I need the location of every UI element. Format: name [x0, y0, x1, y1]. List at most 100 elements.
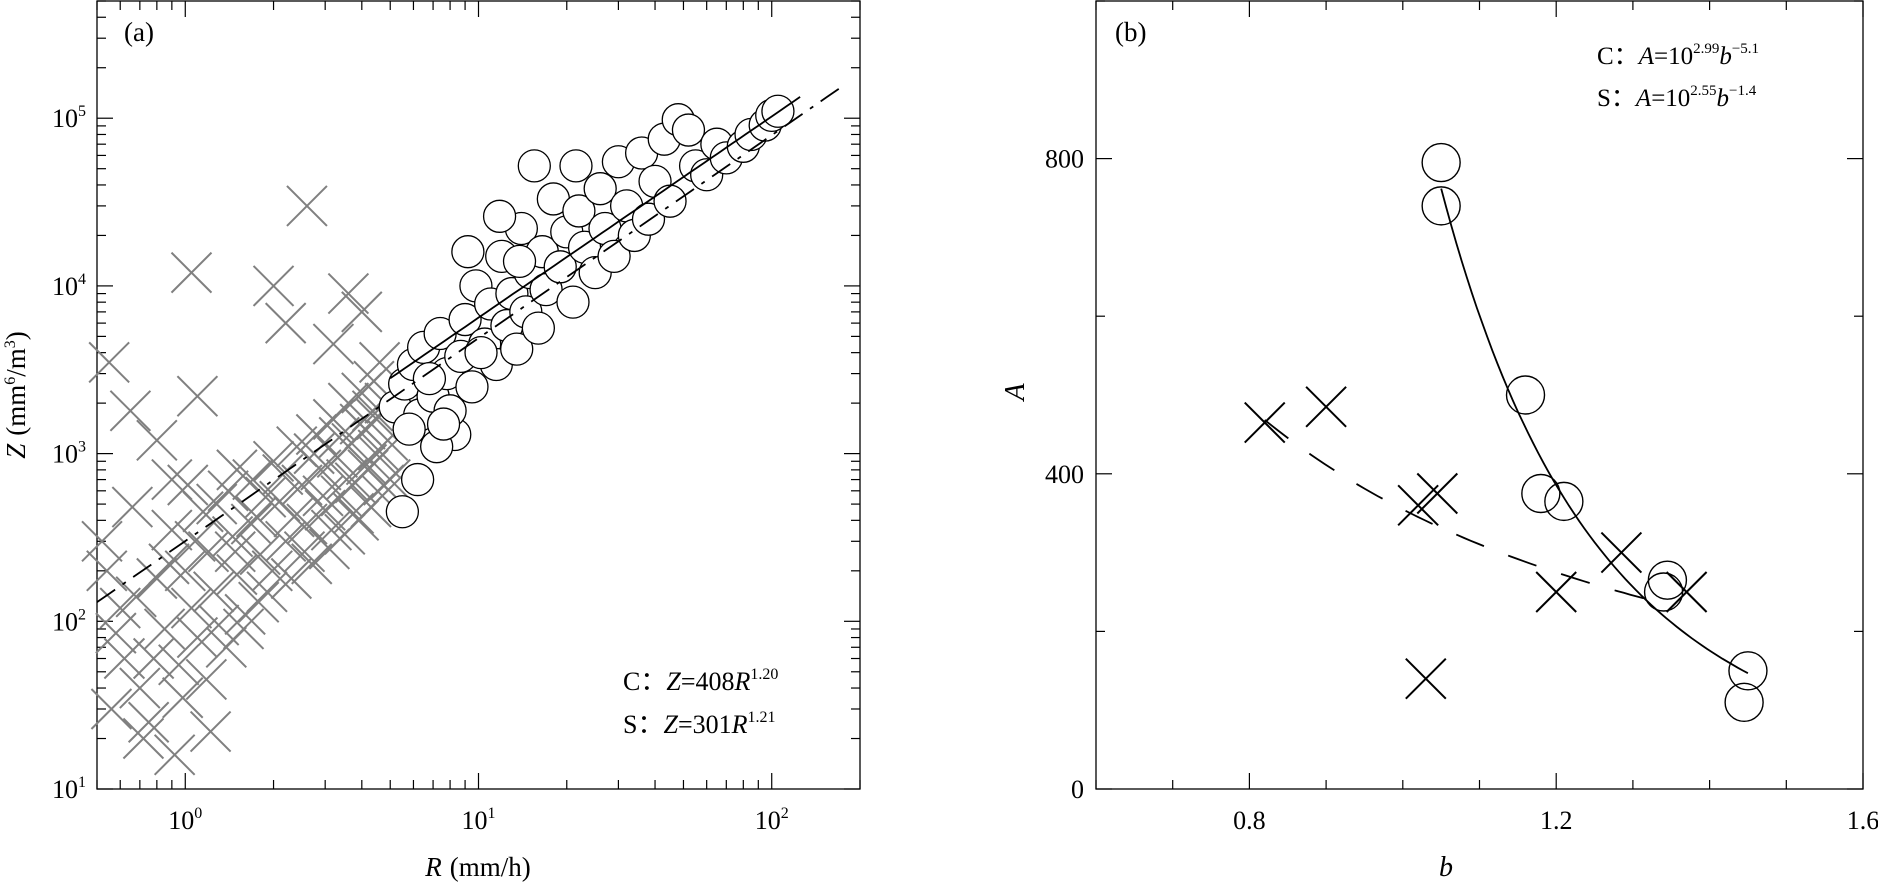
s-cross-stroke-a: [90, 688, 133, 730]
s-cross-stroke-a: [237, 581, 280, 623]
s-cross-point-b: [1600, 531, 1643, 574]
s-cross-point-b: [1665, 571, 1708, 613]
s-cross-point-a: [325, 458, 368, 501]
s-cross-point-a: [86, 550, 128, 592]
panel-label-b: (b): [1115, 17, 1146, 47]
c-circle-point-a: [451, 235, 485, 269]
s-cross-stroke-b: [1305, 386, 1347, 428]
c-circle-point-b: [1421, 186, 1461, 226]
s-cross-point-a: [293, 432, 335, 475]
c-circle-point-a: [597, 239, 631, 274]
c-circle-point-a: [671, 113, 706, 147]
s-cross-point-a: [264, 302, 307, 344]
s-cross-point-a: [214, 531, 256, 573]
s-cross-stroke-a: [232, 458, 274, 501]
fit-lines-a: [96, 87, 840, 603]
s-cross-point-a: [207, 470, 249, 512]
equation-annotation-b: C：A=102.99b−5.1: [1597, 41, 1759, 70]
s-cross-point-a: [192, 571, 235, 613]
s-cross-stroke-a: [358, 341, 401, 384]
s-cross-point-a: [283, 531, 326, 573]
s-cross-stroke-a: [357, 429, 399, 471]
s-cross-point-a: [291, 543, 333, 585]
s-cross-stroke-a: [239, 533, 281, 576]
s-cross-point-b: [1244, 401, 1286, 444]
s-cross-stroke-a: [81, 520, 123, 562]
s-cross-point-b: [1397, 484, 1439, 527]
s-cross-stroke-b: [1665, 571, 1708, 613]
s-cross-point-a: [176, 616, 219, 659]
s-cross-stroke-a: [86, 550, 128, 592]
s-cross-stroke-a: [189, 710, 232, 753]
c-circle-point-a: [631, 202, 666, 236]
s-cross-stroke-a: [151, 458, 193, 501]
s-cross-stroke-a: [252, 440, 295, 482]
c-circle-point-a: [482, 199, 517, 233]
s-cross-point-a: [273, 496, 315, 538]
s-cross-point-a: [216, 553, 258, 596]
s-cross-point-a: [327, 272, 370, 315]
c-circle-point-a: [521, 311, 556, 345]
s-cross-stroke-a: [153, 734, 196, 776]
c-circle-point-b: [1647, 560, 1688, 600]
s-cross-point-a: [341, 291, 383, 333]
s-cross-stroke-a: [192, 571, 235, 613]
s-cross-point-b: [1535, 571, 1577, 613]
s-cross-point-a: [122, 717, 165, 760]
s-cross-point-a: [176, 375, 219, 417]
y-tick-label-a: 104: [52, 271, 86, 301]
s-cross-stroke-a: [161, 677, 204, 719]
s-cross-point-a: [88, 341, 130, 384]
c-circle-point-b: [1643, 572, 1684, 612]
s-cross-point-a: [216, 449, 258, 491]
s-cross-point-a: [136, 419, 178, 462]
s-cross-stroke-a: [341, 291, 383, 333]
s-cross-stroke-b: [1416, 472, 1459, 515]
y-axis-label-b: A: [1000, 383, 1031, 403]
s-cross-point-a: [327, 382, 370, 424]
s-cross-stroke-a: [353, 360, 395, 402]
fit-line-c-a: [389, 96, 801, 379]
equation-annotations-b: C：A=102.99b−5.1 S：A=102.55b−1.4: [1597, 41, 1759, 112]
c-circle-point-a: [559, 149, 593, 183]
y-tick-label-a: 101: [52, 774, 86, 804]
equation-annotations-a: C：Z=408R1.20 S：Z=301R1.21: [623, 666, 778, 739]
s-cross-stroke-a: [310, 509, 353, 551]
s-cross-stroke-a: [174, 520, 216, 562]
series-s-points-b: [1244, 386, 1708, 700]
s-cross-point-a: [127, 701, 170, 743]
s-cross-point-b: [1416, 472, 1459, 515]
s-cross-stroke-a: [222, 608, 265, 650]
s-cross-stroke-a: [207, 470, 249, 512]
c-circle-point-a: [385, 495, 420, 529]
s-cross-point-a: [189, 710, 232, 753]
s-cross-stroke-a: [143, 608, 186, 650]
s-cross-stroke-a: [95, 612, 137, 654]
s-cross-stroke-a: [127, 701, 170, 743]
c-circle-point-a: [556, 285, 590, 319]
s-cross-point-a: [153, 734, 196, 776]
equation-annotation-a: S：Z=301R1.21: [623, 709, 776, 739]
c-circle-point-a: [562, 194, 596, 228]
s-cross-stroke-a: [185, 658, 228, 701]
s-cross-stroke-a: [270, 557, 313, 600]
s-cross-stroke-a: [293, 432, 335, 475]
c-circle-point-a: [412, 361, 447, 396]
x-axis-label-b: b: [1439, 852, 1453, 882]
s-cross-stroke-a: [283, 531, 326, 573]
s-cross-point-a: [185, 658, 228, 701]
s-cross-stroke-a: [170, 587, 213, 629]
c-circle-point-b: [1421, 142, 1461, 183]
c-circle-point-a: [448, 302, 482, 337]
s-cross-point-a: [281, 464, 323, 506]
x-tick-label-a: 101: [462, 805, 496, 835]
s-cross-stroke-a: [318, 416, 360, 459]
tick-labels-b: 0.8 1.2 1.6 0 400 800: [1045, 145, 1878, 835]
c-circle-point-b: [1505, 375, 1546, 415]
x-tick-label-a: 102: [755, 805, 789, 835]
s-cross-point-a: [302, 475, 344, 517]
s-cross-point-a: [237, 581, 280, 623]
c-circle-point-a: [426, 407, 461, 441]
s-cross-stroke-b: [1535, 571, 1577, 613]
